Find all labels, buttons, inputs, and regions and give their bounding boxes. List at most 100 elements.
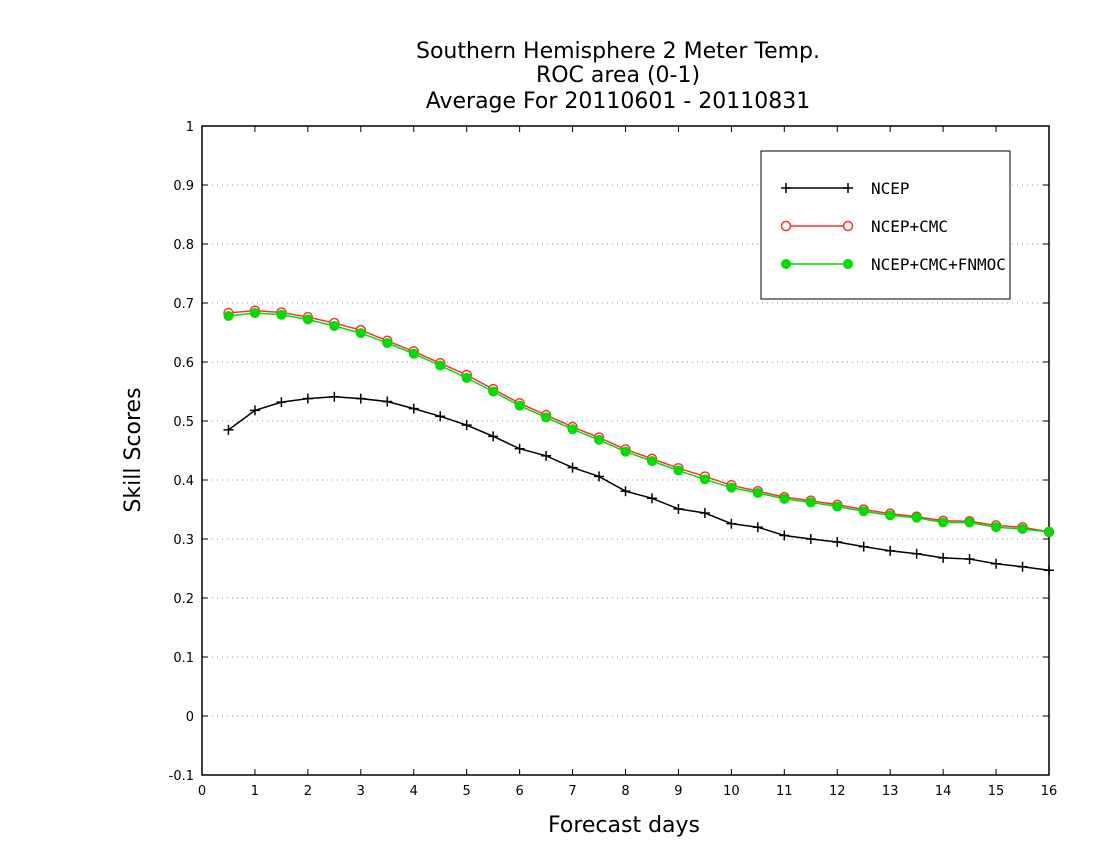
legend: NCEP NCEP+CMC NCEP+CMC+FNMOC bbox=[760, 150, 1011, 300]
data-point bbox=[435, 360, 446, 371]
x-tick-label: 10 bbox=[723, 784, 740, 799]
data-point bbox=[646, 456, 657, 467]
y-tick-label: 0.7 bbox=[173, 297, 194, 312]
data-point bbox=[594, 471, 605, 482]
data-point bbox=[461, 420, 472, 431]
data-point bbox=[567, 462, 578, 473]
data-point bbox=[779, 530, 790, 541]
chart-title-line-2: ROC area (0-1) bbox=[536, 63, 700, 88]
data-point bbox=[620, 446, 631, 457]
x-tick-label: 7 bbox=[568, 784, 576, 799]
y-axis-label: Skill Scores bbox=[121, 387, 146, 512]
data-point bbox=[646, 493, 657, 504]
data-point bbox=[355, 328, 366, 339]
x-tick-label: 11 bbox=[776, 784, 793, 799]
data-point bbox=[620, 486, 631, 497]
data-point bbox=[673, 465, 684, 476]
x-tick-label: 14 bbox=[935, 784, 952, 799]
x-tick-label: 1 bbox=[251, 784, 259, 799]
data-point bbox=[223, 310, 234, 321]
data-point bbox=[699, 474, 710, 485]
data-point bbox=[276, 309, 287, 320]
data-point bbox=[779, 493, 790, 504]
data-point bbox=[1017, 561, 1028, 572]
data-point bbox=[805, 497, 816, 508]
x-tick-label: 9 bbox=[674, 784, 682, 799]
data-point bbox=[488, 431, 499, 442]
data-point bbox=[408, 403, 419, 414]
data-point bbox=[488, 386, 499, 397]
data-point bbox=[355, 393, 366, 404]
data-point bbox=[408, 348, 419, 359]
x-tick-label: 8 bbox=[621, 784, 629, 799]
legend-marker bbox=[781, 183, 791, 193]
y-tick-label: 0.9 bbox=[173, 179, 194, 194]
data-point bbox=[541, 412, 552, 423]
data-point bbox=[249, 405, 260, 416]
data-point bbox=[302, 314, 313, 325]
x-tick-label: 6 bbox=[515, 784, 523, 799]
data-point bbox=[885, 545, 896, 556]
data-point bbox=[964, 517, 975, 528]
data-point bbox=[1044, 565, 1054, 576]
data-point bbox=[726, 482, 737, 493]
chart-title: Southern Hemisphere 2 Meter Temp. ROC ar… bbox=[416, 39, 820, 114]
legend-marker bbox=[843, 259, 853, 269]
y-tick-label: 0.8 bbox=[173, 238, 194, 253]
legend-box bbox=[760, 150, 1011, 300]
series-ncep-cmc bbox=[223, 305, 1055, 538]
y-tick-label: 0.1 bbox=[173, 651, 194, 666]
y-tick-label: 0.6 bbox=[173, 356, 194, 371]
legend-marker bbox=[781, 259, 791, 269]
data-point bbox=[858, 506, 869, 517]
x-tick-label: 12 bbox=[829, 784, 846, 799]
y-tick-label: 0.5 bbox=[173, 415, 194, 430]
data-point bbox=[382, 396, 393, 407]
y-tick-label: 1 bbox=[186, 120, 194, 135]
y-tick-label: 0 bbox=[186, 710, 194, 725]
x-tick-label: 4 bbox=[410, 784, 418, 799]
y-tick-label: 0.3 bbox=[173, 533, 194, 548]
data-point bbox=[752, 487, 763, 498]
data-point bbox=[514, 443, 525, 454]
x-tick-label: 0 bbox=[198, 784, 206, 799]
x-tick-label: 5 bbox=[463, 784, 471, 799]
series-ncep bbox=[223, 391, 1054, 576]
data-point bbox=[541, 450, 552, 461]
legend-marker bbox=[780, 220, 792, 232]
data-point bbox=[1017, 523, 1028, 534]
data-point bbox=[938, 552, 949, 563]
data-point bbox=[223, 424, 234, 435]
data-point bbox=[885, 510, 896, 521]
legend-marker bbox=[843, 183, 853, 193]
legend-marker bbox=[842, 220, 854, 232]
series-ncep-cmc-fnmoc bbox=[223, 308, 1054, 537]
x-tick-label: 13 bbox=[882, 784, 899, 799]
data-point bbox=[329, 391, 340, 402]
data-point bbox=[991, 558, 1002, 569]
series-line bbox=[228, 396, 1050, 572]
data-point bbox=[911, 548, 922, 559]
data-point bbox=[673, 503, 684, 514]
legend-entry: NCEP bbox=[781, 179, 910, 198]
x-tick-label: 16 bbox=[1041, 784, 1058, 799]
legend-label: NCEP+CMC bbox=[871, 217, 948, 236]
chart-title-line-1: Southern Hemisphere 2 Meter Temp. bbox=[416, 39, 820, 64]
data-point bbox=[858, 541, 869, 552]
data-point bbox=[249, 308, 260, 319]
series-line bbox=[228, 309, 1050, 533]
x-axis-label: Forecast days bbox=[548, 813, 700, 838]
data-point bbox=[911, 512, 922, 523]
data-point bbox=[435, 411, 446, 422]
data-point bbox=[699, 508, 710, 519]
legend-entry: NCEP+CMC bbox=[780, 217, 948, 236]
data-point bbox=[302, 393, 313, 404]
y-tick-label: 0.2 bbox=[173, 592, 194, 607]
data-point bbox=[991, 522, 1002, 533]
data-point bbox=[514, 400, 525, 411]
legend-entry: NCEP+CMC+FNMOC bbox=[781, 255, 1006, 274]
data-point bbox=[752, 522, 763, 533]
plot-frame bbox=[201, 125, 1050, 776]
data-point bbox=[1044, 526, 1054, 537]
